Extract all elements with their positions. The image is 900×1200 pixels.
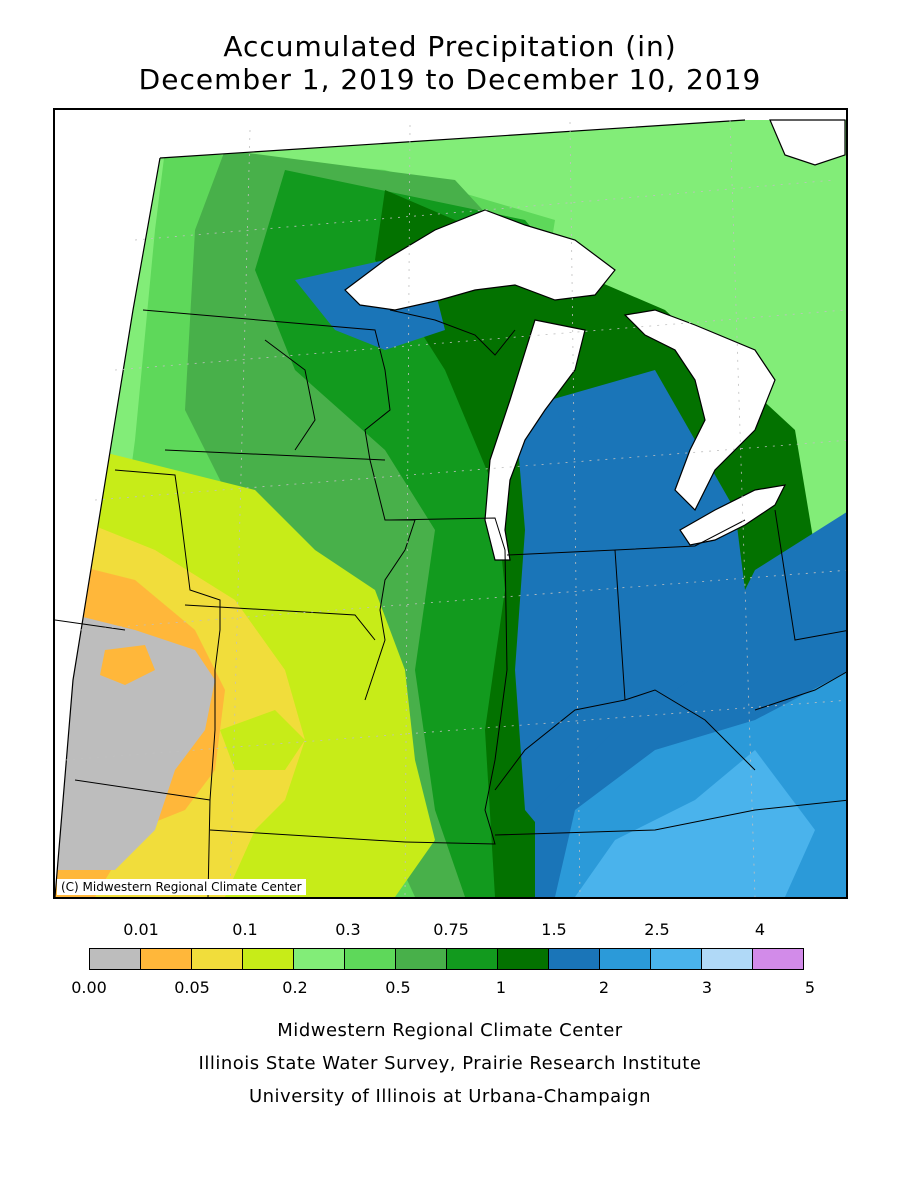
legend-swatch [599, 948, 651, 970]
state-borders [55, 309, 846, 897]
legend-upper-label: 4 [754, 920, 766, 939]
legend-upper-label: 2.5 [644, 920, 670, 939]
precipitation-map: (C) Midwestern Regional Climate Center [53, 108, 848, 899]
legend-swatch [89, 948, 141, 970]
band-2-2.5-michigan [555, 385, 635, 430]
legend-lower-label: 3 [701, 978, 713, 997]
copyright-label: (C) Midwestern Regional Climate Center [57, 879, 306, 895]
lat-lon-grid [64, 119, 846, 897]
legend-swatch [497, 948, 549, 970]
legend-lower-label: 5 [804, 978, 816, 997]
band-0.01-0.05-patch [100, 645, 155, 685]
lake-michigan [484, 319, 586, 561]
chart-title-line-1: Accumulated Precipitation (in) [223, 30, 677, 63]
domain-outline [55, 119, 746, 897]
lake-erie [679, 484, 787, 546]
legend-upper-label: 0.01 [123, 920, 159, 939]
chart-title-line-2: December 1, 2019 to December 10, 2019 [138, 63, 762, 96]
legend-lower-label: 0.2 [282, 978, 308, 997]
credit-line-1: Midwestern Regional Climate Center [277, 1020, 623, 1041]
band-0.1-0.2-patch [220, 710, 305, 770]
legend-lower-label: 0.00 [71, 978, 107, 997]
color-legend: 0.01 0.1 0.3 0.75 1.5 2.5 4 0.00 0.05 0.… [0, 920, 900, 1000]
legend-lower-label: 0.05 [174, 978, 210, 997]
legend-swatch [344, 948, 396, 970]
band-0-0.01 [55, 610, 215, 870]
credit-line-3: University of Illinois at Urbana-Champai… [248, 1086, 652, 1107]
legend-swatch [293, 948, 345, 970]
credit-line-2: Illinois State Water Survey, Prairie Res… [198, 1053, 702, 1074]
legend-color-bar [89, 948, 804, 976]
legend-swatch [140, 948, 192, 970]
precipitation-field [55, 120, 846, 897]
map-canvas [55, 119, 846, 897]
legend-upper-label: 0.3 [335, 920, 361, 939]
legend-swatch [191, 948, 243, 970]
legend-swatch [650, 948, 702, 970]
legend-upper-label: 0.1 [232, 920, 258, 939]
legend-swatch [242, 948, 294, 970]
legend-lower-label: 1 [495, 978, 507, 997]
legend-lower-label: 0.5 [385, 978, 411, 997]
legend-swatch [446, 948, 498, 970]
legend-swatch [395, 948, 447, 970]
legend-swatch [752, 948, 804, 970]
lake-ontario [769, 119, 846, 166]
legend-swatch [701, 948, 753, 970]
legend-lower-label: 2 [598, 978, 610, 997]
band-3-4 [575, 750, 815, 897]
lake-superior [344, 209, 616, 311]
legend-upper-label: 0.75 [433, 920, 469, 939]
legend-swatch [548, 948, 600, 970]
legend-upper-label: 1.5 [541, 920, 567, 939]
